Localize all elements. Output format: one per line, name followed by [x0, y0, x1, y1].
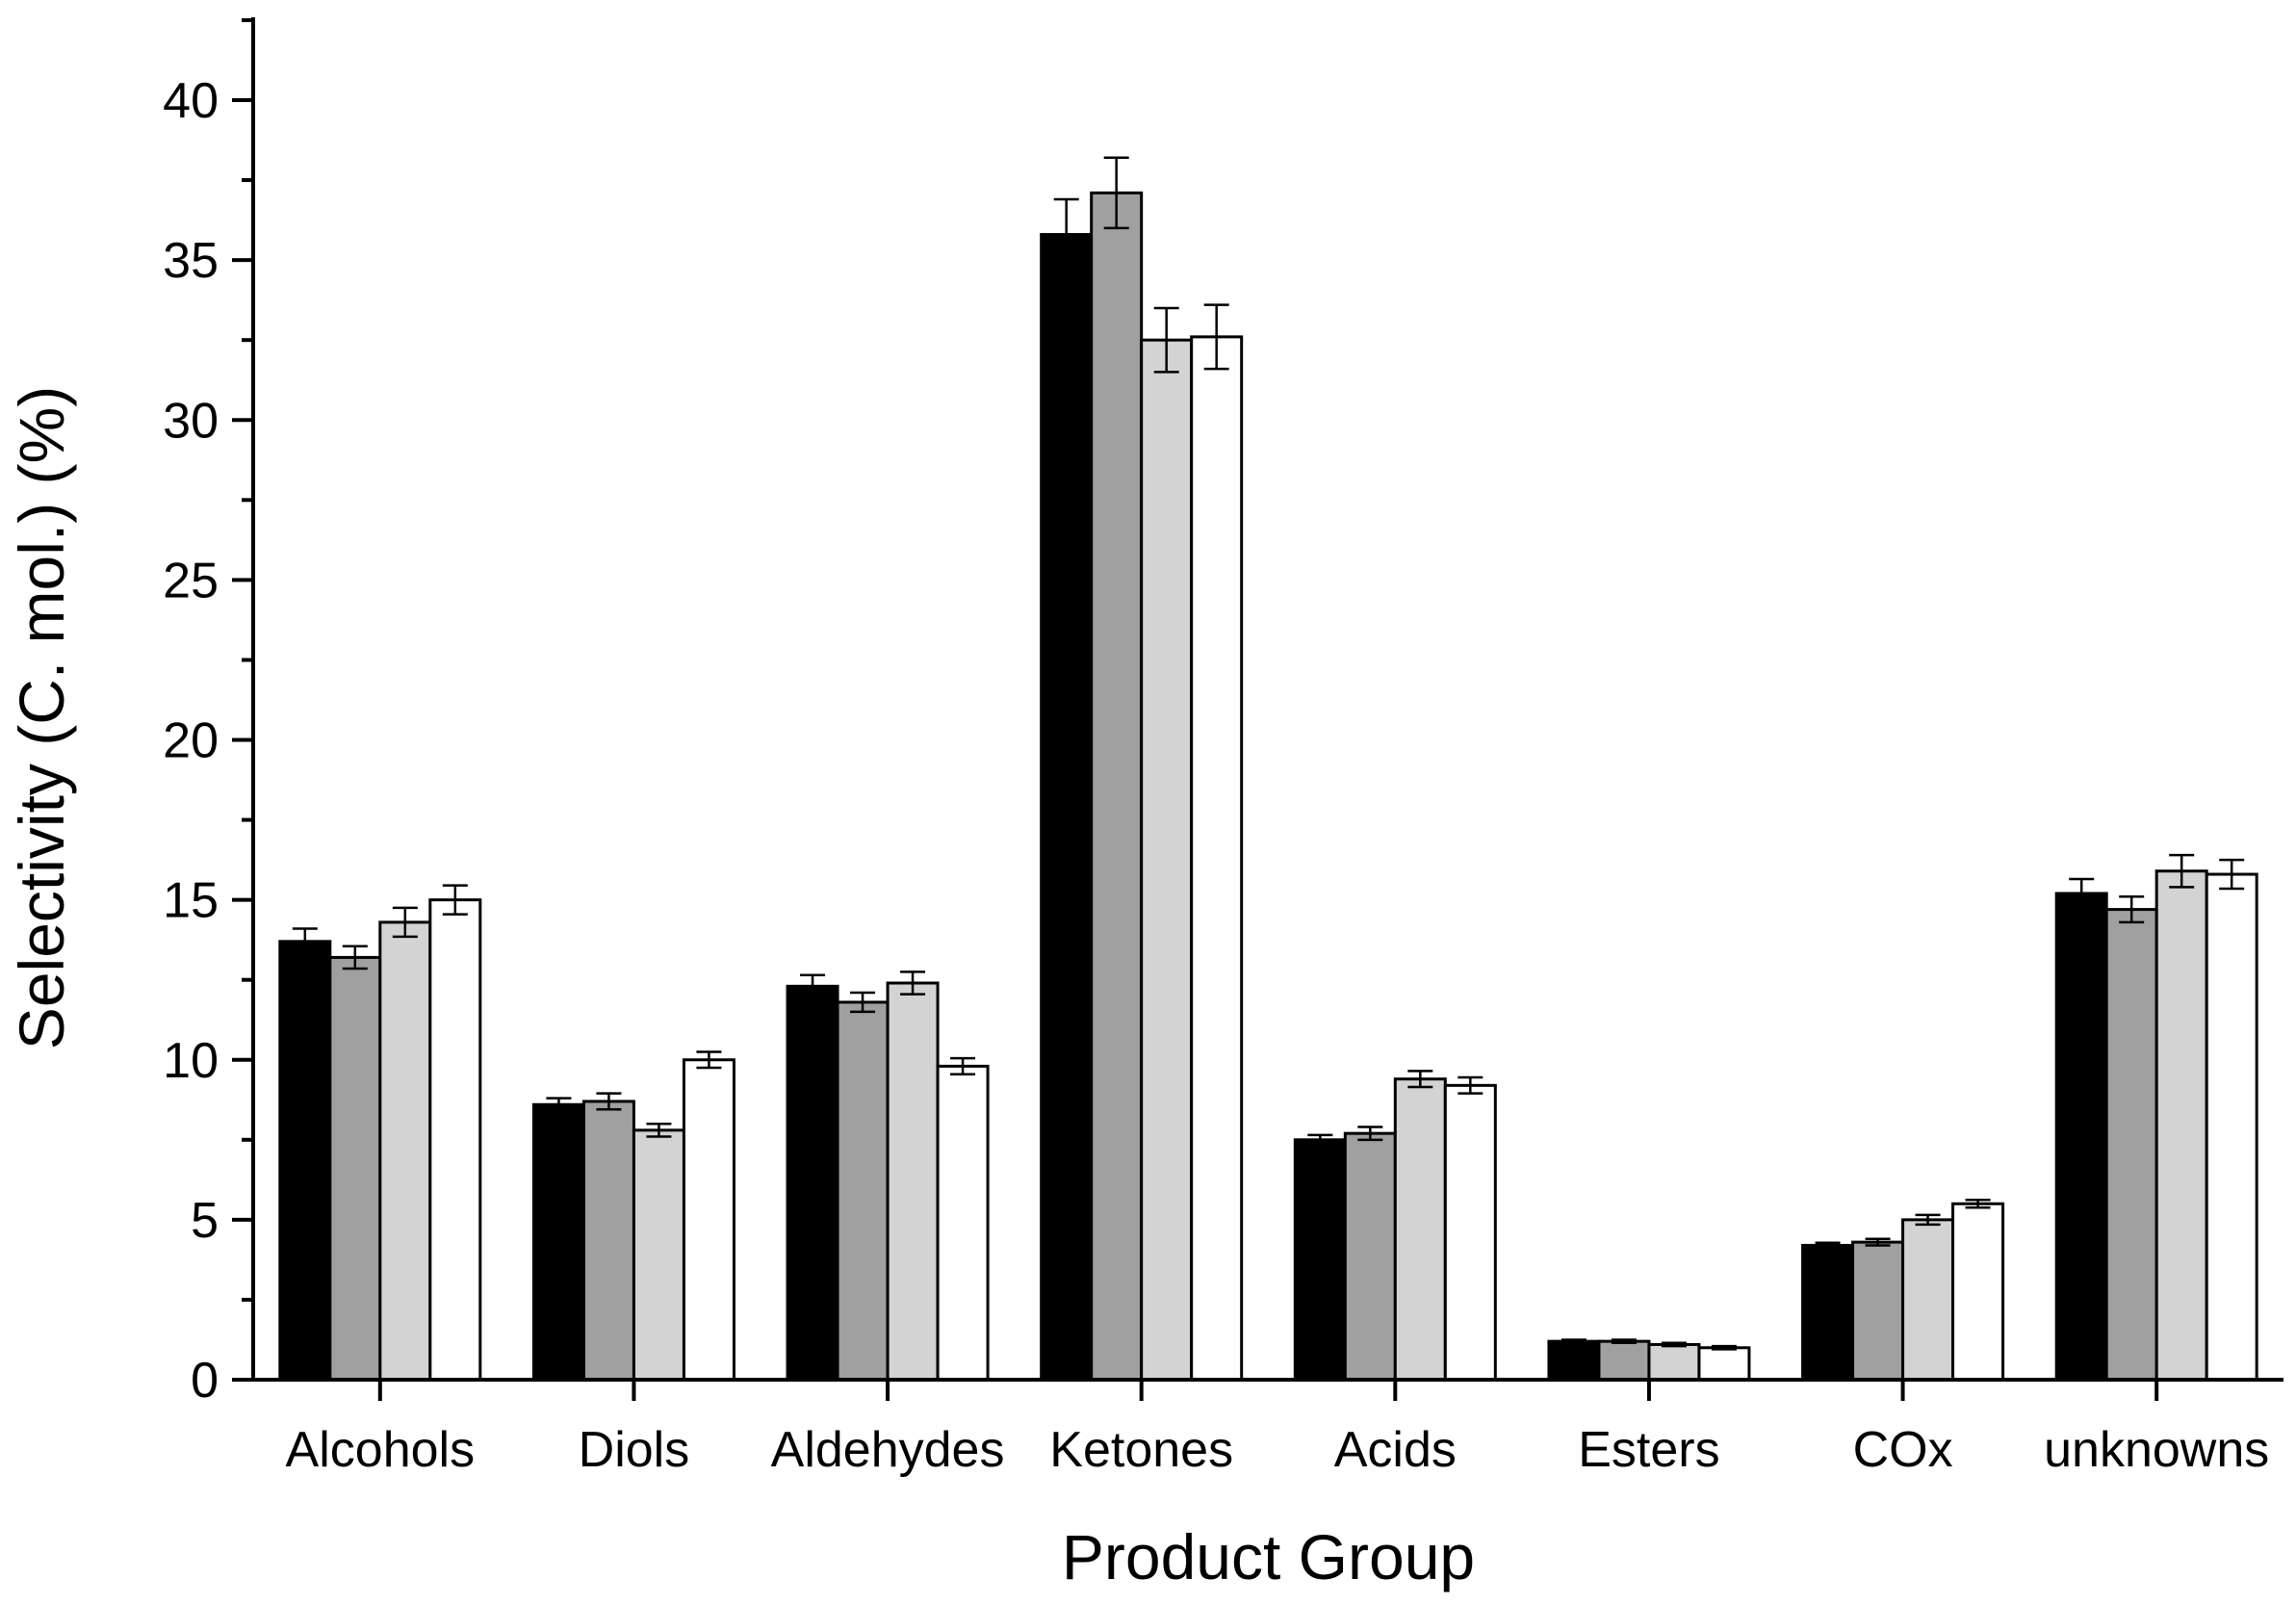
- error-bar-acids-series-4: [1458, 1075, 1483, 1095]
- error-bar-cox-series-4: [1965, 1199, 1991, 1209]
- bar-ketones-series-2: [1090, 191, 1144, 1382]
- y-tick-label: 30: [163, 393, 219, 449]
- error-bar-alcohols-series-3: [392, 906, 418, 939]
- error-bar-aldehydes-series-3: [900, 971, 926, 996]
- bar-unknowns-series-1: [2054, 892, 2108, 1382]
- x-tick-label-aldehydes: Aldehydes: [771, 1422, 1005, 1478]
- bar-esters-series-3: [1647, 1342, 1701, 1382]
- x-tick-label-diols: Diols: [579, 1422, 690, 1478]
- error-bar-aldehydes-series-2: [850, 991, 876, 1014]
- bar-cox-series-3: [1901, 1218, 1955, 1382]
- y-ticks: 0 5 10 15 20 25 30 35 40: [163, 17, 253, 1409]
- bar-unknowns-series-2: [2104, 908, 2158, 1382]
- x-tick-label-acids: Acids: [1334, 1422, 1457, 1478]
- bar-diols-series-3: [632, 1128, 685, 1382]
- error-bar-diols-series-1: [546, 1097, 572, 1113]
- bar-alcohols-series-1: [278, 940, 332, 1382]
- error-bar-acids-series-2: [1357, 1126, 1383, 1142]
- bar-alcohols-series-3: [378, 920, 432, 1382]
- bar-unknowns-series-4: [2205, 872, 2258, 1382]
- x-axis-title: Product Group: [1062, 1521, 1475, 1592]
- bar-esters-series-4: [1697, 1346, 1751, 1382]
- error-bar-ketones-series-1: [1053, 197, 1079, 272]
- bar-acids-series-1: [1293, 1138, 1347, 1382]
- error-bar-unknowns-series-4: [2219, 858, 2245, 891]
- x-tick-label-esters: Esters: [1578, 1422, 1719, 1478]
- bar-cox-series-2: [1851, 1240, 1905, 1382]
- error-bar-esters-series-2: [1611, 1338, 1637, 1345]
- bar-diols-series-2: [581, 1100, 635, 1382]
- bar-unknowns-series-3: [2154, 869, 2208, 1382]
- error-bar-aldehydes-series-1: [800, 973, 826, 999]
- bar-cox-series-1: [1801, 1243, 1855, 1382]
- y-axis-title: Selectivity (C. mol.) (%): [6, 386, 77, 1049]
- error-bar-diols-series-4: [696, 1050, 722, 1070]
- error-bar-diols-series-3: [646, 1122, 672, 1138]
- error-bar-esters-series-4: [1711, 1344, 1737, 1351]
- bar-aldehydes-series-3: [886, 981, 940, 1382]
- bar-esters-series-2: [1597, 1339, 1651, 1382]
- bar-diols-series-1: [531, 1102, 585, 1382]
- x-tick-label-unknowns: unknowns: [2044, 1422, 2269, 1478]
- y-tick-label: 15: [163, 873, 219, 929]
- bar-esters-series-1: [1547, 1339, 1601, 1382]
- error-bar-unknowns-series-2: [2119, 895, 2145, 924]
- error-bar-acids-series-1: [1307, 1133, 1333, 1147]
- error-bar-ketones-series-3: [1153, 306, 1179, 374]
- bar-alcohols-series-2: [328, 955, 382, 1382]
- bar-acids-series-4: [1443, 1083, 1497, 1382]
- error-bar-alcohols-series-4: [442, 884, 468, 916]
- error-bar-esters-series-3: [1661, 1341, 1687, 1348]
- error-bar-alcohols-series-2: [342, 945, 368, 971]
- error-bars-layer: [292, 156, 2245, 1351]
- x-ticks: Alcohols Diols Aldehydes Ketones Acids Esters…: [286, 1380, 2269, 1478]
- error-bar-ketones-series-2: [1103, 156, 1129, 230]
- y-tick-label: 35: [163, 233, 219, 289]
- bar-diols-series-4: [682, 1058, 735, 1382]
- x-tick-label-alcohols: Alcohols: [286, 1422, 476, 1478]
- bar-acids-series-3: [1393, 1077, 1447, 1382]
- error-bar-esters-series-1: [1561, 1338, 1587, 1345]
- bar-cox-series-4: [1951, 1202, 2005, 1382]
- y-tick-label: 10: [163, 1033, 219, 1089]
- y-tick-label: 20: [163, 713, 219, 769]
- bar-acids-series-2: [1343, 1131, 1397, 1382]
- error-bar-aldehydes-series-4: [950, 1056, 976, 1075]
- bar-aldehydes-series-4: [936, 1064, 990, 1382]
- error-bar-ketones-series-4: [1203, 303, 1229, 371]
- y-tick-label: 25: [163, 553, 219, 608]
- bar-aldehydes-series-1: [786, 984, 839, 1382]
- bars-layer: [278, 191, 2258, 1382]
- error-bar-cox-series-1: [1815, 1241, 1841, 1250]
- bar-ketones-series-1: [1040, 233, 1094, 1382]
- bar-ketones-series-3: [1140, 338, 1194, 1382]
- bar-alcohols-series-4: [428, 898, 482, 1382]
- x-tick-label-cox: COx: [1853, 1422, 1953, 1478]
- y-tick-label: 40: [163, 73, 219, 129]
- bar-ketones-series-4: [1190, 335, 1244, 1382]
- error-bar-diols-series-2: [596, 1092, 622, 1111]
- axes-layer: [251, 17, 2283, 1382]
- error-bar-unknowns-series-3: [2169, 853, 2195, 889]
- y-tick-label: 5: [191, 1193, 219, 1249]
- error-bar-alcohols-series-1: [292, 927, 318, 956]
- x-tick-label-ketones: Ketones: [1049, 1422, 1233, 1478]
- error-bar-cox-series-2: [1865, 1237, 1891, 1247]
- error-bar-cox-series-3: [1915, 1213, 1941, 1227]
- bar-aldehydes-series-2: [836, 1000, 890, 1382]
- error-bar-acids-series-3: [1407, 1070, 1433, 1089]
- error-bar-unknowns-series-1: [2069, 877, 2095, 910]
- y-tick-label: 0: [191, 1353, 219, 1409]
